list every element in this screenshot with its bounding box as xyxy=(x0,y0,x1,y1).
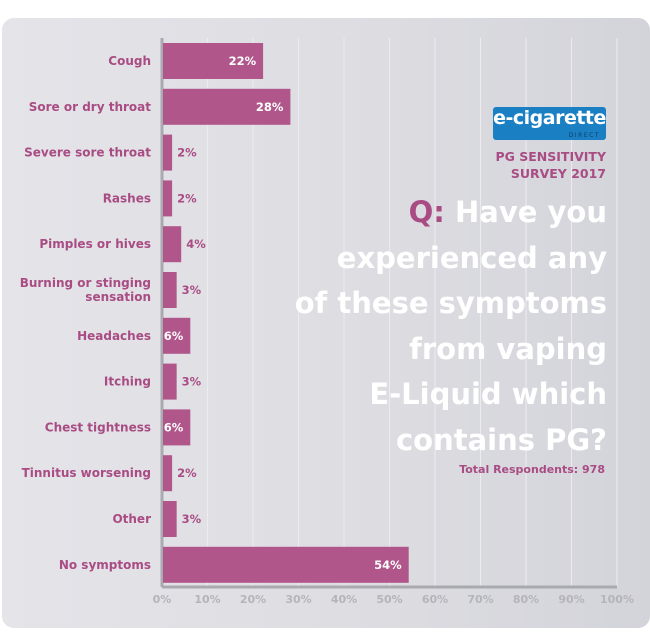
bar xyxy=(163,409,191,446)
bar xyxy=(163,43,264,79)
bar xyxy=(163,226,182,263)
survey-title: PG SENSITIVITY SURVEY 2017 xyxy=(495,148,606,182)
question-prefix: Q: xyxy=(408,195,445,229)
data-label: 3% xyxy=(182,512,202,526)
bar xyxy=(163,180,173,217)
data-label: 2% xyxy=(177,146,197,160)
data-label: 2% xyxy=(177,466,197,480)
bar xyxy=(163,363,177,400)
category-label: Sore or dry throat xyxy=(29,100,152,114)
category-label: Chest tightness xyxy=(45,420,151,434)
data-label: 4% xyxy=(186,237,206,251)
question-line: Have you xyxy=(455,195,607,229)
category-label: Pimples or hives xyxy=(39,237,151,251)
category-label: Itching xyxy=(104,375,151,389)
question-text: Q: Have you experienced any of these sym… xyxy=(295,190,607,463)
data-label: 3% xyxy=(182,375,202,389)
survey-title-line1: PG SENSITIVITY xyxy=(495,149,606,164)
brand-logo: e-cigarette DIRECT xyxy=(493,107,606,140)
bar xyxy=(163,272,177,308)
bar xyxy=(163,88,291,125)
logo-main-text: e-cigarette xyxy=(493,107,606,129)
data-label: 6% xyxy=(164,329,184,343)
x-tick-label: 60% xyxy=(422,593,448,606)
category-label: Other xyxy=(112,512,151,526)
data-label: 22% xyxy=(229,54,257,68)
data-label: 6% xyxy=(164,420,184,434)
total-respondents: Total Respondents: 978 xyxy=(459,463,605,476)
x-tick-label: 50% xyxy=(376,593,402,606)
category-label: Cough xyxy=(108,54,151,68)
x-tick-label: 30% xyxy=(285,593,311,606)
question-line: of these symptoms xyxy=(294,286,607,320)
data-label: 54% xyxy=(374,558,402,572)
data-label: 3% xyxy=(182,283,202,297)
question-line: experienced any xyxy=(336,240,607,275)
x-tick-label: 20% xyxy=(240,593,266,606)
bar xyxy=(163,134,173,171)
x-tick-label: 80% xyxy=(513,593,539,606)
x-tick-label: 100% xyxy=(600,593,634,606)
data-label: 2% xyxy=(177,191,197,205)
category-label: Severe sore throat xyxy=(24,146,151,160)
bar xyxy=(163,455,173,492)
category-label: Tinnitus worsening xyxy=(22,466,151,480)
x-tick-label: 90% xyxy=(558,593,584,606)
x-tick-label: 0% xyxy=(153,593,172,606)
x-tick-label: 10% xyxy=(194,593,220,606)
x-tick-label: 70% xyxy=(467,593,493,606)
category-label: No symptoms xyxy=(59,558,151,572)
question-line: contains PG? xyxy=(395,422,607,457)
question-line: from vaping xyxy=(409,331,607,366)
category-label: Headaches xyxy=(77,329,151,343)
data-label: 28% xyxy=(256,100,284,114)
bar xyxy=(163,317,191,354)
category-label: Burning or stinging sensation xyxy=(20,276,151,304)
x-tick-label: 40% xyxy=(331,593,357,606)
survey-title-line2: SURVEY 2017 xyxy=(510,166,606,181)
bar xyxy=(163,501,177,537)
logo-sub-text: DIRECT xyxy=(568,132,600,139)
category-label: Rashes xyxy=(103,191,151,205)
question-line: E-Liquid which xyxy=(369,377,607,411)
bar xyxy=(163,546,409,583)
